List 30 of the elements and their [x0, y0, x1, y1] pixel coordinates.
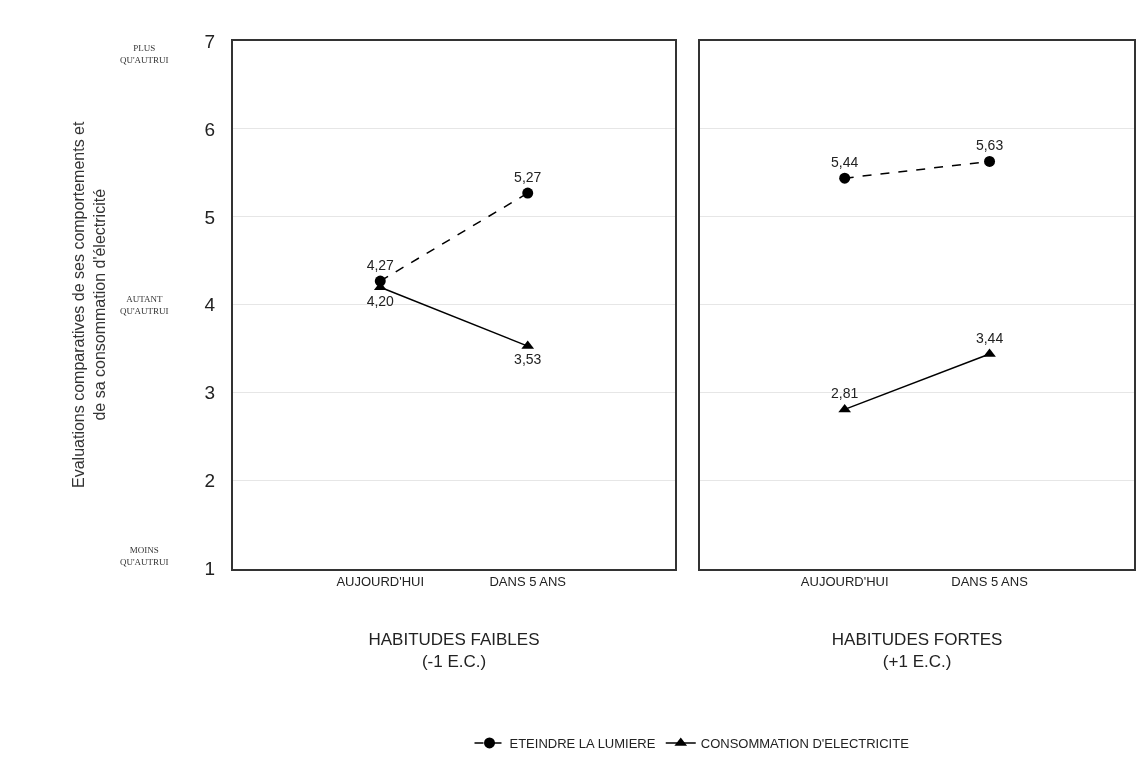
text: MOINS QU'AUTRUI [120, 545, 169, 567]
data-label: 3,53 [514, 351, 542, 368]
data-label: 4,20 [366, 292, 395, 309]
data-label: 5,44 [831, 153, 859, 170]
y-tick-label: 3 [204, 382, 215, 404]
point [984, 155, 996, 167]
data-label: 3,44 [975, 329, 1004, 346]
y-tick-label: 2 [204, 470, 215, 492]
legend-label: CONSOMMATION D'ELECTRICITE [700, 736, 910, 752]
x-tick-label: DANS 5 ANS [951, 574, 1029, 590]
text: PLUS QU'AUTRUI [120, 43, 169, 65]
x-axis-title: HABITUDES FAIBLES (-1 E.C.) [368, 630, 540, 672]
legend-label: ETEINDRE LA LUMIERE [509, 736, 656, 752]
y-tick-label: 6 [204, 118, 215, 140]
y-tick-label: 5 [204, 206, 215, 228]
point [522, 187, 534, 199]
x-tick-label: AUJOURD'HUI [336, 574, 425, 590]
y-tick-label: 4 [204, 294, 216, 316]
x-axis-title: HABITUDES FORTES (+1 E.C.) [831, 630, 1003, 672]
data-label: 5,27 [514, 168, 542, 185]
x-tick-label: DANS 5 ANS [489, 574, 567, 590]
y-axis-title: Evaluations comparatives de ses comportements et de sa consommation d'électricité [70, 121, 108, 488]
text: AUTANT QU'AUTRUI [120, 294, 169, 316]
y-tick-label: 1 [204, 558, 215, 580]
y-tick-label: 7 [204, 30, 215, 52]
data-label: 5,63 [975, 137, 1004, 154]
data-label: 4,27 [366, 256, 395, 273]
point [839, 172, 851, 184]
x-tick-label: AUJOURD'HUI [800, 574, 889, 590]
data-label: 2,81 [831, 385, 859, 402]
